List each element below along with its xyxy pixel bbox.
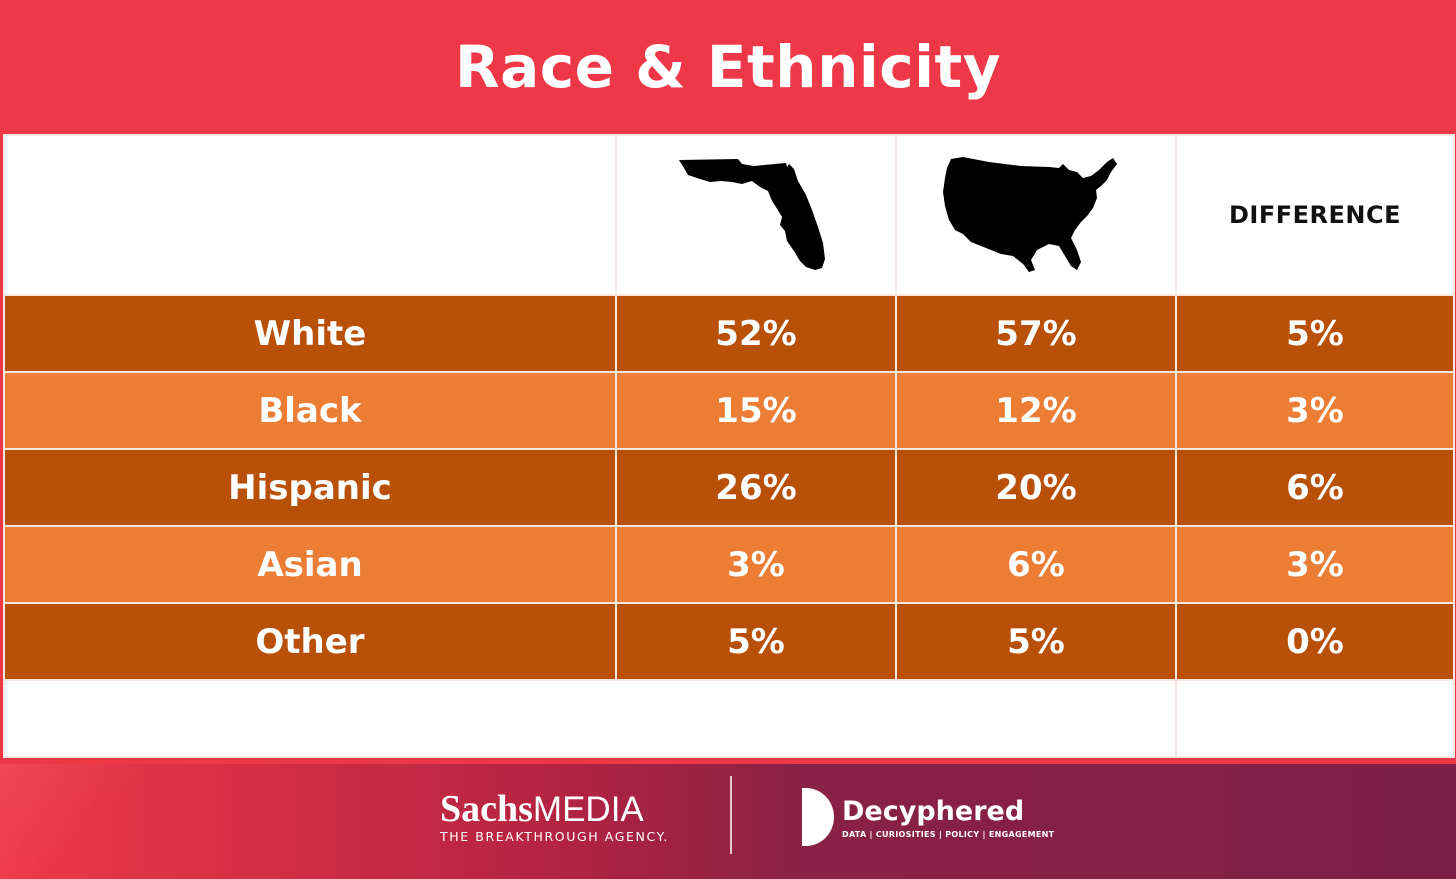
decyphered-tagline: DATA | CURIOSITIES | POLICY | ENGAGEMENT <box>842 829 1055 839</box>
difference-value: 6% <box>1175 448 1455 527</box>
table-row: Hispanic 26% 20% 6% <box>3 448 1455 527</box>
us-value: 5% <box>895 602 1177 681</box>
title-bar: Race & Ethnicity <box>0 0 1456 134</box>
difference-header: DIFFERENCE <box>1175 134 1455 296</box>
table-row: Other 5% 5% 0% <box>3 602 1455 681</box>
us-header <box>895 134 1177 296</box>
row-label: Hispanic <box>3 448 617 527</box>
florida-header <box>615 134 897 296</box>
header-row: DIFFERENCE <box>3 134 1455 296</box>
logo-divider <box>730 776 732 854</box>
row-label: White <box>3 294 617 373</box>
page-title: Race & Ethnicity <box>454 33 1002 101</box>
difference-value: 5% <box>1175 294 1455 373</box>
sachs-name-light: MEDIA <box>532 790 644 829</box>
decyphered-logo: Decyphered DATA | CURIOSITIES | POLICY |… <box>800 786 1054 848</box>
summary-row: AVERAGE COMBINED DIFFERENCE 2% <box>3 679 1455 758</box>
sachs-tagline: THE BREAKTHROUGH AGENCY. <box>440 829 669 844</box>
row-label: Other <box>3 602 617 681</box>
average-difference-label: AVERAGE COMBINED DIFFERENCE <box>3 679 1177 758</box>
florida-value: 15% <box>615 371 897 450</box>
difference-value: 3% <box>1175 525 1455 604</box>
decyphered-name: Decyphered <box>842 795 1025 827</box>
row-label: Asian <box>3 525 617 604</box>
us-value: 6% <box>895 525 1177 604</box>
brand-footer: SachsMEDIA THE BREAKTHROUGH AGENCY. Decy… <box>0 764 1456 879</box>
difference-value: 0% <box>1175 602 1455 681</box>
sachs-media-logo: SachsMEDIA THE BREAKTHROUGH AGENCY. <box>440 788 669 844</box>
sachs-name-bold: Sachs <box>440 788 533 830</box>
average-difference-value: 2% <box>1175 679 1455 758</box>
usa-map-icon <box>943 157 1117 272</box>
florida-value: 52% <box>615 294 897 373</box>
header-empty-cell <box>3 134 617 296</box>
florida-map-icon <box>679 159 825 270</box>
florida-value: 5% <box>615 602 897 681</box>
florida-value: 3% <box>615 525 897 604</box>
difference-value: 3% <box>1175 371 1455 450</box>
table-row: Asian 3% 6% 3% <box>3 525 1455 604</box>
florida-value: 26% <box>615 448 897 527</box>
table-row: White 52% 57% 5% <box>3 294 1455 373</box>
us-value: 57% <box>895 294 1177 373</box>
comparison-table: DIFFERENCE White 52% 57% 5% Black 15% 12… <box>3 134 1455 758</box>
us-value: 20% <box>895 448 1177 527</box>
row-label: Black <box>3 371 617 450</box>
us-value: 12% <box>895 371 1177 450</box>
decyphered-mark-icon <box>802 788 834 846</box>
table-row: Black 15% 12% 3% <box>3 371 1455 450</box>
